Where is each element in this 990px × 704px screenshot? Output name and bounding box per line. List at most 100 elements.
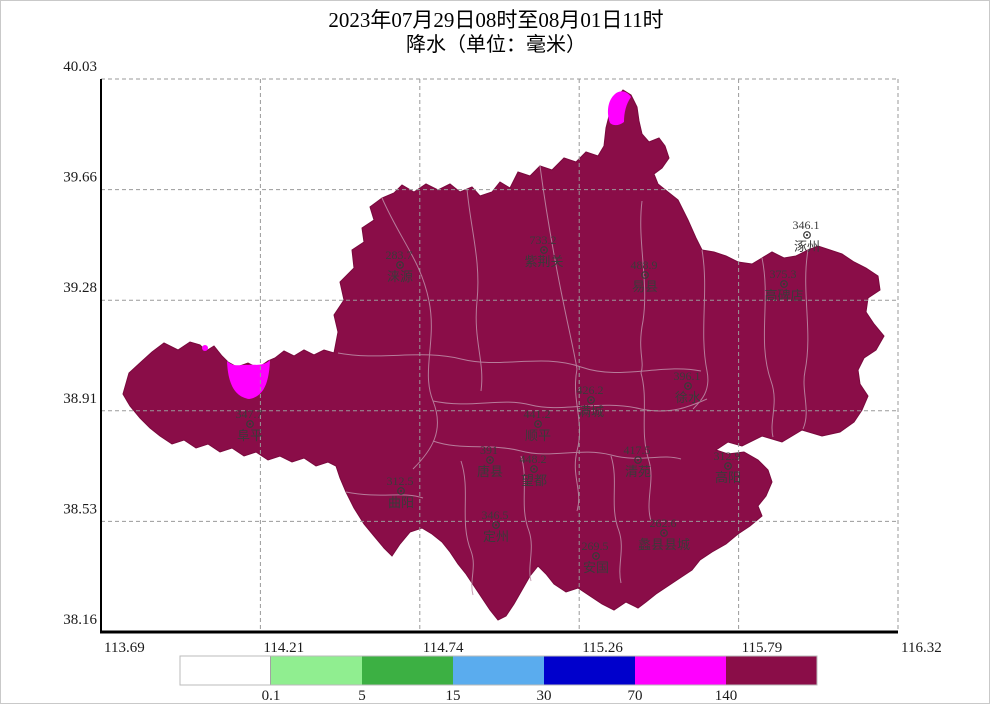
station-marker-icon (396, 261, 404, 269)
station-value: 347.7 (236, 407, 263, 421)
station-marker-dot (399, 489, 403, 493)
station-阜平: 347.7 阜平 (236, 407, 264, 443)
station-name: 望都 (521, 473, 547, 488)
station-marker-icon (587, 396, 595, 404)
station-曲阳: 312.5 曲阳 (387, 474, 415, 510)
station-紫荆关: 733.2 紫荆关 (524, 233, 563, 269)
station-涞源: 283.7 涞源 (386, 248, 414, 284)
station-marker-icon (660, 529, 668, 537)
station-满城: 426.2 满城 (577, 383, 605, 419)
station-value: 375.3 (770, 267, 797, 281)
legend-swatch (362, 656, 453, 685)
station-name: 阜平 (237, 428, 263, 443)
station-定州: 346.5 定州 (482, 508, 510, 544)
station-name: 蠡县县城 (638, 537, 690, 552)
map-title-line1: 2023年07月29日08时至08月01日11时 (328, 8, 663, 32)
station-value: 346.1 (793, 218, 820, 232)
station-徐水: 396.1 徐水 (674, 369, 702, 405)
lat-tick-label: 38.16 (63, 612, 97, 628)
station-marker-dot (636, 458, 640, 462)
station-name: 徐水 (675, 390, 701, 405)
legend-threshold-label: 15 (446, 688, 461, 704)
station-marker-dot (532, 467, 536, 471)
station-value: 312.5 (387, 474, 414, 488)
color-scale-legend: 0.1 5 15 30 70 140 (179, 655, 818, 704)
legend-swatch (726, 656, 817, 685)
station-marker-dot (589, 398, 593, 402)
station-marker-icon (540, 246, 548, 254)
station-marker-icon (530, 465, 538, 473)
station-name: 涞源 (387, 269, 413, 284)
axes-frame (100, 79, 898, 634)
station-marker-dot (782, 282, 786, 286)
station-value: 488.9 (631, 258, 658, 272)
station-marker-icon (397, 487, 405, 495)
station-望都: 448.2 望都 (520, 452, 548, 488)
lat-tick-label: 39.28 (63, 280, 97, 296)
station-value: 417.5 (624, 443, 651, 457)
station-marker-dot (686, 384, 690, 388)
station-name: 高阳 (715, 470, 741, 485)
station-value: 312.9 (714, 449, 741, 463)
station-value: 448.2 (520, 452, 547, 466)
lon-tick-label: 115.26 (582, 640, 623, 656)
station-清苑: 417.5 清苑 (624, 443, 652, 479)
lon-tick-label: 115.79 (742, 640, 783, 656)
station-value: 441.2 (524, 407, 551, 421)
region-outline (122, 89, 885, 621)
station-value: 262.6 (650, 516, 677, 530)
legend-swatch (271, 656, 362, 685)
station-marker-dot (398, 263, 402, 267)
lon-tick-label: 116.32 (901, 640, 942, 656)
station-layer: 283.7 涞源 733.2 紫荆关 488.9 易县 346.1 涿州 375.3 高碑店 396… (236, 218, 821, 575)
station-value: 396.1 (674, 369, 701, 383)
station-value: 391 (480, 443, 498, 457)
heavy-rain-patch-west (227, 360, 270, 399)
station-name: 唐县 (477, 464, 503, 479)
station-name: 安国 (583, 560, 609, 575)
station-顺平: 441.2 顺平 (524, 407, 552, 443)
station-marker-icon (492, 521, 500, 529)
legend-threshold-label: 30 (537, 688, 552, 704)
heavy-rain-dot (202, 345, 208, 351)
station-marker-icon (486, 456, 494, 464)
station-value: 346.5 (482, 508, 509, 522)
legend-threshold-label: 140 (715, 688, 738, 704)
station-marker-icon (684, 382, 692, 390)
station-name: 高碑店 (764, 288, 803, 303)
station-marker-dot (662, 531, 666, 535)
lon-tick-label: 114.21 (263, 640, 304, 656)
station-name: 定州 (483, 529, 509, 544)
station-value: 426.2 (577, 383, 604, 397)
map-region (122, 89, 885, 621)
heavy-rain-patches (202, 91, 631, 399)
station-marker-dot (248, 422, 252, 426)
lon-tick-label: 113.69 (104, 640, 145, 656)
lat-tick-label: 40.03 (63, 59, 97, 75)
graticule-grid (101, 78, 899, 632)
station-name: 易县 (632, 279, 658, 294)
station-name: 紫荆关 (524, 254, 563, 269)
station-name: 涿州 (794, 239, 820, 254)
station-marker-icon (246, 420, 254, 428)
lat-axis-ticks: 40.03 39.66 39.28 38.91 38.53 38.16 (63, 59, 97, 628)
station-marker-dot (805, 233, 809, 237)
station-marker-icon (641, 271, 649, 279)
legend-swatch (544, 656, 635, 685)
station-value: 733.2 (530, 233, 557, 247)
station-name: 顺平 (525, 428, 551, 443)
station-value: 269.5 (582, 539, 609, 553)
station-marker-icon (780, 280, 788, 288)
station-name: 曲阳 (388, 495, 414, 510)
lat-tick-label: 38.53 (63, 501, 97, 517)
station-高阳: 312.9 高阳 (714, 449, 742, 485)
lon-tick-label: 114.74 (423, 640, 464, 656)
county-boundaries (337, 165, 809, 596)
legend-swatch (453, 656, 544, 685)
station-marker-dot (726, 464, 730, 468)
station-marker-icon (724, 462, 732, 470)
lat-tick-label: 38.91 (63, 391, 97, 407)
map-title-line2: 降水（单位：毫米） (406, 33, 586, 56)
